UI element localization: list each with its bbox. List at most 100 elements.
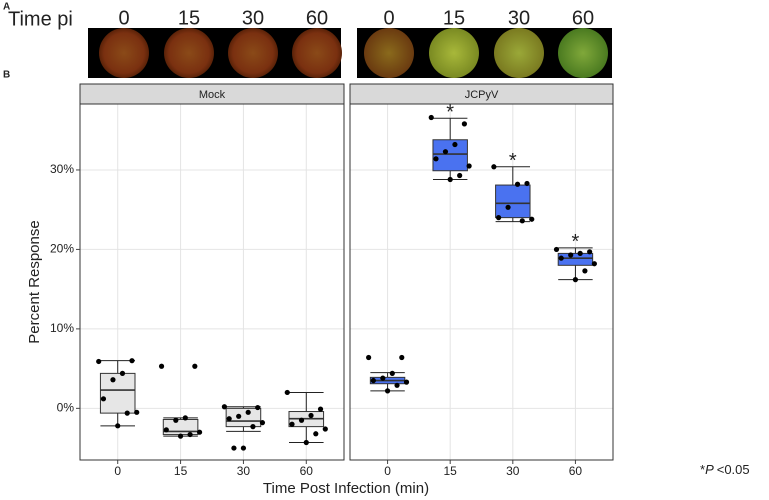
data-point: [447, 176, 453, 183]
time-label: 0: [383, 7, 394, 29]
footnote-italic: P: [705, 462, 714, 477]
data-point: [236, 413, 242, 419]
facet-label: Mock: [199, 89, 226, 101]
data-point: [303, 439, 309, 446]
data-point: [119, 370, 126, 376]
data-point: [240, 445, 247, 451]
data-point: [442, 149, 449, 155]
x-tick-label: 60: [300, 464, 314, 478]
x-tick-label: 0: [114, 464, 121, 478]
data-point: [380, 375, 386, 381]
data-point: [298, 417, 305, 423]
data-point: [226, 416, 232, 422]
time-label: 30: [508, 7, 530, 29]
data-point: [308, 412, 314, 419]
data-point: [173, 417, 179, 423]
data-point: [317, 406, 324, 412]
well-image: [558, 28, 608, 78]
well-image: [494, 28, 544, 78]
data-point: [529, 216, 535, 222]
data-point: [255, 404, 261, 411]
data-point: [313, 431, 319, 437]
data-point: [519, 218, 525, 224]
data-point: [259, 420, 266, 426]
data-point: [177, 433, 184, 439]
y-tick-label: 30%: [50, 162, 74, 176]
data-point: [496, 215, 502, 221]
data-point: [231, 445, 237, 451]
facet-label: JCPyV: [465, 89, 499, 101]
well-image: [292, 28, 342, 78]
data-point: [572, 277, 579, 283]
data-point: [96, 358, 102, 365]
box: [225, 407, 262, 428]
time-label: 15: [178, 7, 200, 29]
x-tick-label: 30: [506, 464, 520, 478]
data-point: [582, 268, 588, 274]
data-point: [129, 358, 135, 364]
data-point: [221, 404, 228, 410]
data-point: [366, 354, 372, 361]
time-label: 60: [572, 7, 594, 29]
facet-strip: [349, 83, 614, 105]
box: [557, 252, 594, 266]
x-tick-label: 30: [237, 464, 251, 478]
data-point: [577, 250, 583, 256]
panel-label: A: [3, 2, 10, 13]
data-point: [158, 363, 165, 369]
data-point: [587, 249, 593, 255]
data-point: [115, 423, 121, 429]
x-axis-label: Time Post Infection (min): [263, 480, 429, 497]
data-point: [491, 164, 497, 170]
data-point: [187, 431, 193, 438]
data-point: [110, 377, 116, 383]
data-point: [163, 427, 169, 433]
well-image: [429, 28, 479, 78]
data-point: [100, 396, 107, 402]
data-point: [124, 410, 130, 416]
data-point: [182, 415, 188, 421]
data-point: [250, 424, 256, 430]
data-point: [558, 255, 564, 261]
box: [495, 184, 531, 219]
y-tick-label: 0%: [57, 401, 75, 415]
data-point: [399, 354, 405, 361]
time-label: 30: [242, 7, 264, 29]
data-point: [524, 180, 530, 187]
x-tick-label: 60: [569, 464, 583, 478]
box: [162, 418, 199, 436]
data-point: [433, 156, 439, 162]
data-point: [289, 421, 295, 427]
data-point: [403, 379, 410, 385]
facet-strip: [79, 83, 345, 105]
data-point: [245, 409, 251, 415]
data-point: [591, 261, 597, 267]
panel-background: [350, 104, 613, 460]
well-image: [99, 28, 149, 78]
data-point: [457, 172, 463, 179]
x-tick-label: 0: [384, 464, 391, 478]
time-label: 15: [443, 7, 465, 29]
panel-label: B: [3, 70, 10, 81]
box: [432, 139, 468, 172]
significance-star: *: [572, 231, 580, 253]
time-label: 60: [306, 7, 328, 29]
y-tick-label: 20%: [50, 242, 74, 256]
well-image: [164, 28, 214, 78]
data-point: [192, 363, 198, 369]
data-point: [134, 409, 140, 415]
data-point: [322, 426, 328, 432]
data-point: [514, 181, 521, 187]
data-point: [389, 370, 395, 376]
footnote: *P <0.05: [700, 462, 750, 477]
data-point: [370, 377, 376, 384]
data-point: [428, 114, 434, 121]
footnote-symbol: *: [700, 462, 705, 477]
significance-star: *: [446, 102, 454, 124]
data-point: [461, 121, 467, 127]
footnote-text: <0.05: [717, 462, 750, 477]
data-point: [568, 252, 574, 258]
data-point: [196, 429, 203, 435]
box: [99, 372, 136, 414]
